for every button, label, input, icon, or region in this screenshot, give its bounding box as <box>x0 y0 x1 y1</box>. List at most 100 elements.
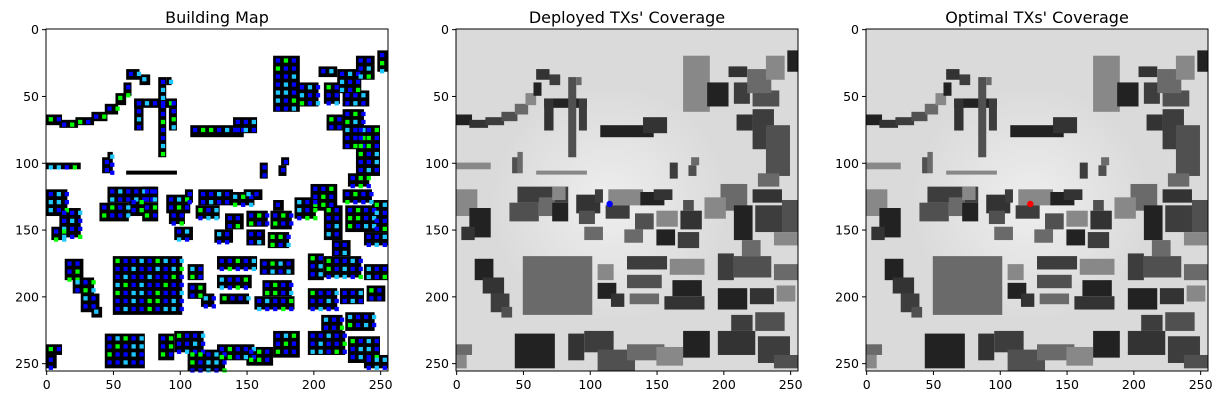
candidate-tx-point <box>353 111 358 117</box>
candidate-tx-point <box>171 109 176 114</box>
candidate-tx-point <box>147 258 152 264</box>
candidate-tx-point <box>355 224 361 229</box>
candidate-tx-point <box>265 349 270 354</box>
candidate-tx-point <box>358 74 363 79</box>
candidate-tx-point <box>91 288 96 293</box>
candidate-tx-point <box>235 258 240 264</box>
candidate-tx-point <box>136 71 142 77</box>
candidate-tx-point <box>179 213 184 218</box>
building <box>728 66 748 78</box>
candidate-tx-point <box>366 234 371 240</box>
candidate-tx-point <box>208 191 214 197</box>
candidate-tx-point <box>366 151 371 157</box>
candidate-tx-point <box>187 200 192 205</box>
panel-building-map: Building Map 0 50 100 150 200 250 0 50 100 150 200 2… <box>15 8 392 392</box>
candidate-tx-point <box>184 229 190 234</box>
candidate-tx-point <box>358 143 363 149</box>
candidate-tx-point <box>179 258 184 264</box>
candidate-tx-point <box>123 336 128 341</box>
candidate-tx-point <box>350 183 355 189</box>
candidate-tx-point <box>313 202 318 207</box>
candidate-tx-point <box>246 296 251 301</box>
candidate-tx-point <box>334 85 339 90</box>
candidate-tx-point <box>326 232 331 237</box>
candidate-tx-point <box>70 218 75 223</box>
candidate-tx-point <box>160 127 166 133</box>
candidate-tx-point <box>318 298 323 304</box>
x-tick-label: 50 <box>106 377 122 392</box>
candidate-tx-point <box>171 306 176 312</box>
candidate-tx-point <box>310 290 315 296</box>
candidate-tx-point <box>286 242 291 248</box>
candidate-tx-point <box>270 269 275 274</box>
candidate-tx-point <box>342 266 347 272</box>
candidate-tx-point <box>126 197 131 202</box>
candidate-tx-point <box>366 354 371 360</box>
candidate-tx-point <box>366 127 371 133</box>
candidate-tx-point <box>374 266 379 272</box>
building <box>1143 205 1163 241</box>
candidate-tx-point <box>275 349 281 354</box>
building <box>536 170 587 175</box>
candidate-tx-point <box>275 333 281 338</box>
candidate-tx-point <box>48 165 53 170</box>
candidate-tx-point <box>91 280 96 285</box>
candidate-tx-point <box>329 202 334 207</box>
building <box>461 226 475 241</box>
candidate-tx-point <box>257 240 262 245</box>
candidate-tx-point <box>192 333 198 338</box>
candidate-tx-point <box>123 258 128 264</box>
candidate-tx-point <box>227 354 232 360</box>
candidate-tx-point <box>144 101 150 106</box>
transmitter-point <box>606 200 613 208</box>
candidate-tx-point <box>347 224 353 229</box>
candidate-tx-point <box>75 269 80 274</box>
building <box>597 264 614 281</box>
building <box>643 117 668 134</box>
candidate-tx-point <box>168 101 174 106</box>
candidate-tx-point <box>123 298 128 304</box>
candidate-tx-point <box>136 117 142 122</box>
candidate-tx-point <box>358 266 363 272</box>
candidate-tx-point <box>118 95 123 101</box>
x-tick-label: 150 <box>235 377 259 392</box>
building <box>1167 173 1190 187</box>
building <box>1101 157 1110 166</box>
building <box>683 330 710 358</box>
candidate-tx-point <box>214 208 219 213</box>
candidate-tx-point <box>289 306 294 312</box>
building <box>512 157 518 174</box>
candidate-tx-point <box>198 208 203 213</box>
candidate-tx-point <box>347 314 353 320</box>
candidate-tx-point <box>110 213 115 218</box>
candidate-tx-point <box>67 269 72 274</box>
candidate-tx-point <box>115 344 120 349</box>
building <box>924 103 939 115</box>
building <box>1141 314 1163 331</box>
building <box>935 93 947 106</box>
candidate-tx-point <box>222 352 227 357</box>
candidate-tx-point <box>334 333 339 338</box>
candidate-tx-point <box>329 186 334 191</box>
candidate-tx-point <box>134 197 139 202</box>
candidate-tx-point <box>83 304 88 309</box>
candidate-tx-point <box>243 346 248 352</box>
building <box>259 162 268 179</box>
candidate-tx-point <box>275 341 281 346</box>
candidate-tx-point <box>233 127 238 133</box>
candidate-tx-point <box>355 208 361 213</box>
candidate-tx-point <box>326 306 331 312</box>
candidate-tx-point <box>318 256 323 261</box>
candidate-tx-point <box>243 119 248 125</box>
y-tick-label: 0 <box>851 22 859 37</box>
candidate-tx-point <box>131 274 136 280</box>
building <box>1004 189 1013 203</box>
y-tick-label: 150 <box>15 223 39 238</box>
candidate-tx-point <box>257 349 262 354</box>
building <box>656 229 676 246</box>
building <box>733 256 772 278</box>
candidate-tx-point <box>358 127 363 133</box>
candidate-tx-point <box>78 119 83 125</box>
candidate-tx-point <box>198 274 203 280</box>
building <box>1127 253 1144 281</box>
